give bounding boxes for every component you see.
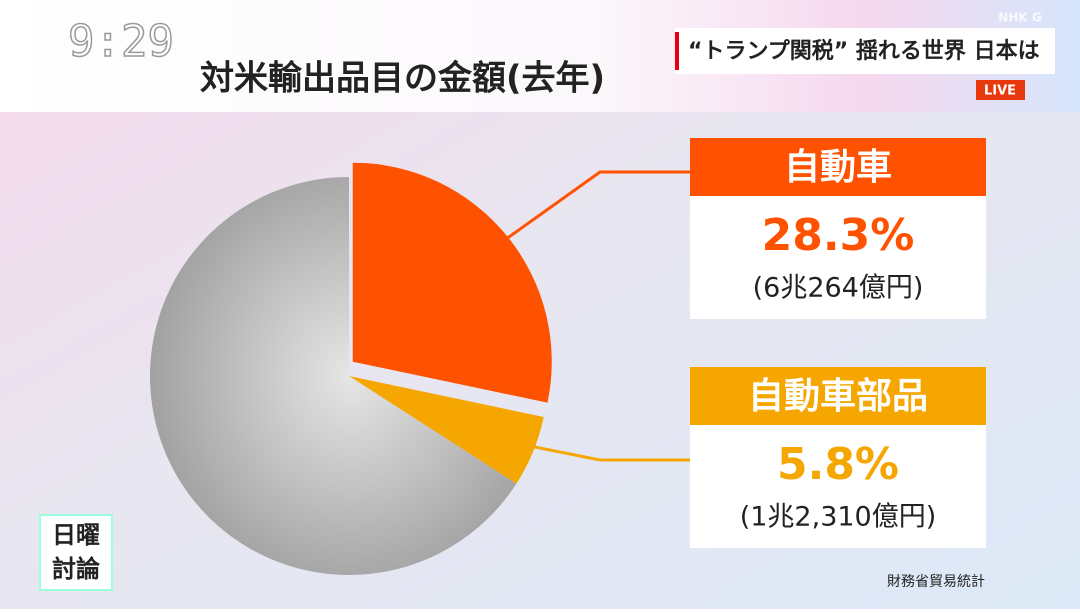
pie-slice	[150, 177, 517, 576]
banner-box	[675, 28, 1055, 74]
chart-title: 対米輸出品目の金額(去年)	[200, 59, 605, 99]
program-logo-box	[39, 514, 113, 591]
source: 財務省貿易統計	[887, 574, 985, 590]
value-label: 5.8%	[777, 439, 899, 490]
label-header	[690, 138, 986, 196]
banner: “トランプ関税” 揺れる世界 日本は	[688, 38, 1040, 64]
value-label: 28.3%	[762, 210, 915, 261]
label-header	[690, 367, 986, 425]
amount-label: (6兆264億円)	[753, 273, 924, 304]
pie-slice	[352, 162, 552, 403]
leader-line	[487, 170, 690, 254]
label-body	[690, 196, 986, 319]
program-logo: 日曜	[52, 521, 100, 549]
amount-label: (1兆2,310億円)	[740, 502, 937, 533]
pie-slice	[349, 376, 544, 484]
channel-logo: NHK G	[998, 11, 1041, 25]
leader-line	[509, 440, 690, 462]
live: LIVE	[984, 84, 1016, 99]
category-label: 自動車	[784, 147, 892, 188]
live-badge	[976, 80, 1025, 100]
label-body	[690, 425, 986, 548]
category-label: 自動車部品	[748, 376, 928, 417]
banner-mark	[675, 32, 679, 70]
clock: 9:29	[68, 16, 174, 67]
program-logo: 討論	[52, 555, 101, 583]
